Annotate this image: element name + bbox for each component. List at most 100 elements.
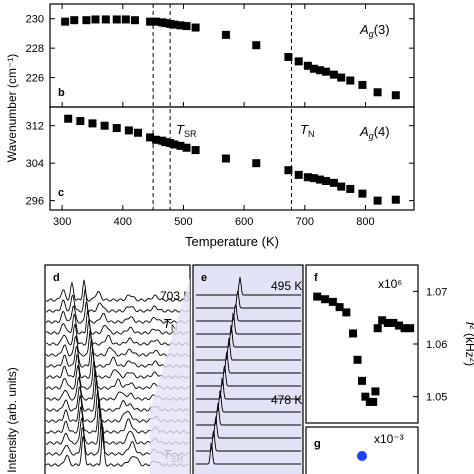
b-data-point — [346, 76, 355, 85]
c-data-point — [373, 196, 382, 205]
panel-d-spectrum — [45, 289, 190, 313]
c-data-point — [100, 121, 109, 130]
b-data-point — [303, 61, 312, 70]
c-data-point — [112, 124, 121, 133]
c-data-point — [303, 173, 312, 182]
b-data-point — [82, 16, 91, 25]
panel-e-spectrum — [196, 364, 301, 387]
b-data-point — [121, 15, 130, 24]
c-data-point — [346, 184, 355, 193]
f-data-point — [400, 324, 409, 333]
f-data-point — [313, 292, 322, 301]
b-data-point — [70, 16, 79, 25]
b-data-point — [252, 41, 261, 50]
b-data-point — [373, 88, 382, 97]
panel-d-spectrum — [45, 301, 190, 324]
c-ytick-label: 304 — [26, 158, 44, 170]
panel-e-label-mid: 478 K — [271, 393, 302, 407]
f-data-point — [406, 324, 415, 333]
f-data-point — [342, 308, 351, 317]
b-data-point — [191, 23, 200, 32]
c-data-point — [337, 182, 346, 191]
panel-e-spectrum — [196, 390, 301, 413]
c-data-point — [191, 146, 200, 155]
b-data-point — [294, 57, 303, 66]
b-data-point — [358, 80, 367, 89]
transition-lines — [152, 4, 292, 210]
f-data-point — [389, 318, 398, 327]
c-ytick-label: 312 — [26, 121, 44, 133]
f-data-point — [378, 316, 387, 325]
f-data-point — [358, 376, 366, 385]
panel-e-spectrum — [196, 377, 301, 400]
b-data-point — [315, 66, 324, 75]
x-axis-label: Temperature (K) — [185, 234, 279, 249]
panel-g-multiplier: x10⁻³ — [374, 432, 404, 446]
b-data-point — [130, 16, 139, 25]
b-data-point — [91, 15, 100, 24]
panel-d-spectrum — [45, 330, 190, 357]
c-data-point — [294, 170, 303, 179]
panel-e-spectrum — [196, 312, 301, 335]
b-data-point — [176, 21, 185, 30]
x-tick-label: 500 — [174, 216, 192, 228]
panel-e-spectrum — [196, 402, 301, 426]
panel-e-spectrum — [196, 351, 301, 374]
b-data-point — [221, 30, 230, 39]
c-data-point — [182, 143, 191, 152]
c-data-point — [221, 154, 230, 163]
panel-e-spectrum — [196, 325, 301, 348]
c-data-point — [146, 133, 155, 142]
c-data-point — [124, 126, 133, 135]
panel-d-label-tn: TN — [163, 316, 177, 333]
c-ytick-label: 296 — [26, 196, 44, 208]
f-data-point — [373, 324, 382, 333]
f-data-point — [335, 303, 344, 312]
b-data-point — [309, 64, 318, 73]
f-data-point — [383, 318, 392, 327]
b-data-point — [337, 73, 346, 82]
b-data-point — [170, 20, 179, 29]
b-data-point — [112, 15, 121, 24]
f-data-point — [328, 297, 337, 306]
c-data-point — [284, 166, 293, 175]
c-data-point — [329, 178, 338, 187]
c-data-point — [309, 174, 318, 183]
c-data-point — [161, 138, 170, 147]
c-data-point — [176, 141, 185, 150]
panel-d-letter: d — [53, 272, 60, 284]
f-data-point — [369, 397, 378, 406]
f-data-point — [321, 295, 330, 304]
c-data-point — [152, 135, 161, 144]
c-data-point — [170, 140, 179, 149]
c-data-point — [322, 176, 331, 185]
c-data-point — [88, 119, 97, 128]
f-data-point — [394, 321, 403, 330]
f-data-point — [349, 329, 358, 338]
c-data-point — [315, 175, 324, 184]
f-data-point — [371, 387, 380, 396]
b-data-point — [329, 70, 338, 79]
b-data-point — [161, 19, 170, 28]
panel-f-multiplier: x10⁶ — [378, 277, 402, 291]
b-ytick-label: 226 — [26, 73, 44, 85]
f-data-point — [361, 392, 370, 401]
x-tick-label: 600 — [235, 216, 253, 228]
panel-b-letter: b — [58, 87, 65, 99]
tn-label: TN — [300, 122, 314, 139]
panel-d-spectrum — [45, 318, 190, 346]
panel-b-annotation: Ag(3) — [359, 22, 390, 39]
panel-f-letter: f — [314, 272, 318, 284]
b-data-point — [146, 17, 155, 26]
lower-y-axis-label: Intensity (arb. units) — [5, 367, 19, 472]
c-data-point — [391, 195, 400, 204]
zoom-connector — [150, 278, 190, 474]
upper-y-axis-label: Wavenumber (cm⁻¹) — [5, 54, 19, 163]
panel-f-y-axis-label: f2 (kHz2) — [463, 322, 474, 366]
x-tick-label: 300 — [53, 216, 71, 228]
x-tick-label: 800 — [356, 216, 374, 228]
c-data-point — [64, 114, 73, 123]
b-data-point — [391, 91, 400, 100]
panel-e-spectrum — [196, 429, 301, 452]
